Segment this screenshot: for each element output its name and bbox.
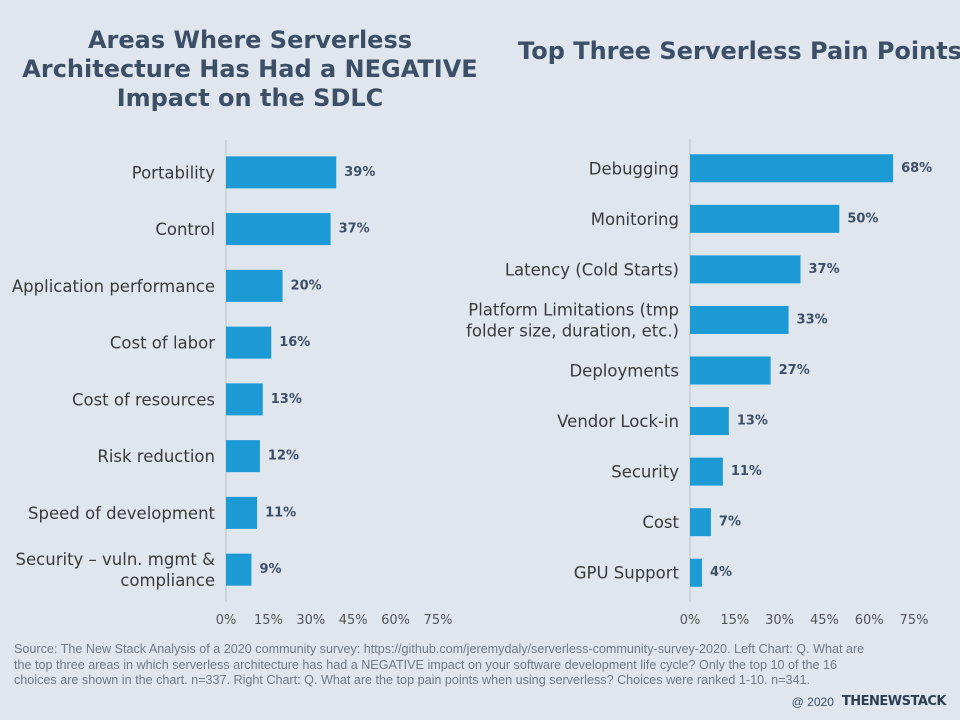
left-value-label: 13% [271, 392, 302, 407]
right-value-label: 11% [731, 464, 762, 479]
left-value-label: 12% [268, 449, 299, 464]
left-value-label: 39% [344, 165, 375, 180]
left-tick-label: 45% [339, 613, 368, 628]
left-bar [226, 383, 263, 416]
left-bar [226, 496, 258, 529]
right-chart-title: Top Three Serverless Pain Points [518, 37, 960, 65]
left-bar [226, 269, 283, 302]
left-category-label: Application performance [12, 276, 215, 295]
right-category-label: Monitoring [591, 209, 679, 228]
right-category-label: Platform Limitations (tmp folder size, du… [466, 300, 679, 340]
right-bar [690, 204, 840, 233]
left-bar [226, 553, 252, 586]
left-value-label: 11% [265, 505, 296, 520]
right-bar [690, 255, 801, 284]
left-category-label: Cost of labor [110, 333, 215, 352]
right-bar [690, 407, 729, 436]
left-tick-label: 60% [381, 613, 410, 628]
left-category-label: Control [155, 220, 215, 239]
right-bar [690, 154, 894, 183]
right-value-label: 33% [797, 312, 828, 327]
right-value-label: 13% [737, 414, 768, 429]
left-value-label: 9% [259, 562, 281, 577]
right-category-label: GPU Support [574, 563, 680, 582]
the-new-stack-logo: THENEWSTACK [841, 694, 947, 709]
left-category-label: Security – vuln. mgmt & compliance [16, 550, 216, 590]
left-bar-chart: 39% Portability 37% Control 20% Application p… [12, 140, 453, 628]
right-bar [690, 356, 771, 385]
right-tick-label: 45% [810, 613, 839, 628]
copyright: @ 2020 [791, 694, 834, 709]
right-value-label: 37% [809, 262, 840, 277]
footer: @ 2020 THENEWSTACK [791, 694, 947, 709]
right-tick-label: 15% [720, 613, 749, 628]
right-category-label: Deployments [569, 361, 679, 380]
left-bar [226, 440, 260, 473]
right-bar-chart: 68% Debugging 50% Monitoring 37% Latency (Col… [466, 139, 932, 628]
right-value-label: 27% [779, 363, 810, 378]
left-value-label: 37% [339, 222, 370, 237]
left-chart-title: Areas Where Serverless Architecture Has … [22, 26, 478, 112]
right-bar [690, 305, 789, 334]
right-value-label: 68% [901, 161, 932, 176]
left-value-label: 20% [291, 278, 322, 293]
right-category-label: Vendor Lock-in [557, 412, 679, 431]
right-tick-label: 75% [900, 613, 929, 628]
left-value-label: 16% [279, 335, 310, 350]
left-tick-label: 30% [296, 613, 325, 628]
right-bar [690, 508, 711, 537]
right-bar [690, 558, 702, 587]
right-tick-label: 0% [680, 613, 701, 628]
right-category-label: Debugging [589, 159, 679, 178]
source-note: Source: The New Stack Analysis of a 2020… [14, 642, 865, 687]
right-category-label: Security [611, 462, 679, 481]
left-bar [226, 326, 272, 359]
left-category-label: Portability [132, 163, 216, 182]
left-tick-label: 75% [424, 613, 453, 628]
right-category-label: Cost [642, 513, 679, 532]
right-bar [690, 457, 723, 486]
left-category-label: Cost of resources [72, 390, 215, 409]
left-tick-label: 15% [254, 613, 283, 628]
right-tick-label: 30% [765, 613, 794, 628]
right-tick-label: 60% [855, 613, 884, 628]
left-tick-label: 0% [216, 613, 237, 628]
right-category-label: Latency (Cold Starts) [505, 260, 679, 279]
left-bar [226, 156, 337, 189]
right-value-label: 4% [710, 565, 732, 580]
left-bar [226, 213, 331, 246]
right-value-label: 7% [719, 515, 741, 530]
left-category-label: Speed of development [28, 503, 215, 522]
right-value-label: 50% [847, 211, 878, 226]
left-category-label: Risk reduction [97, 447, 215, 466]
